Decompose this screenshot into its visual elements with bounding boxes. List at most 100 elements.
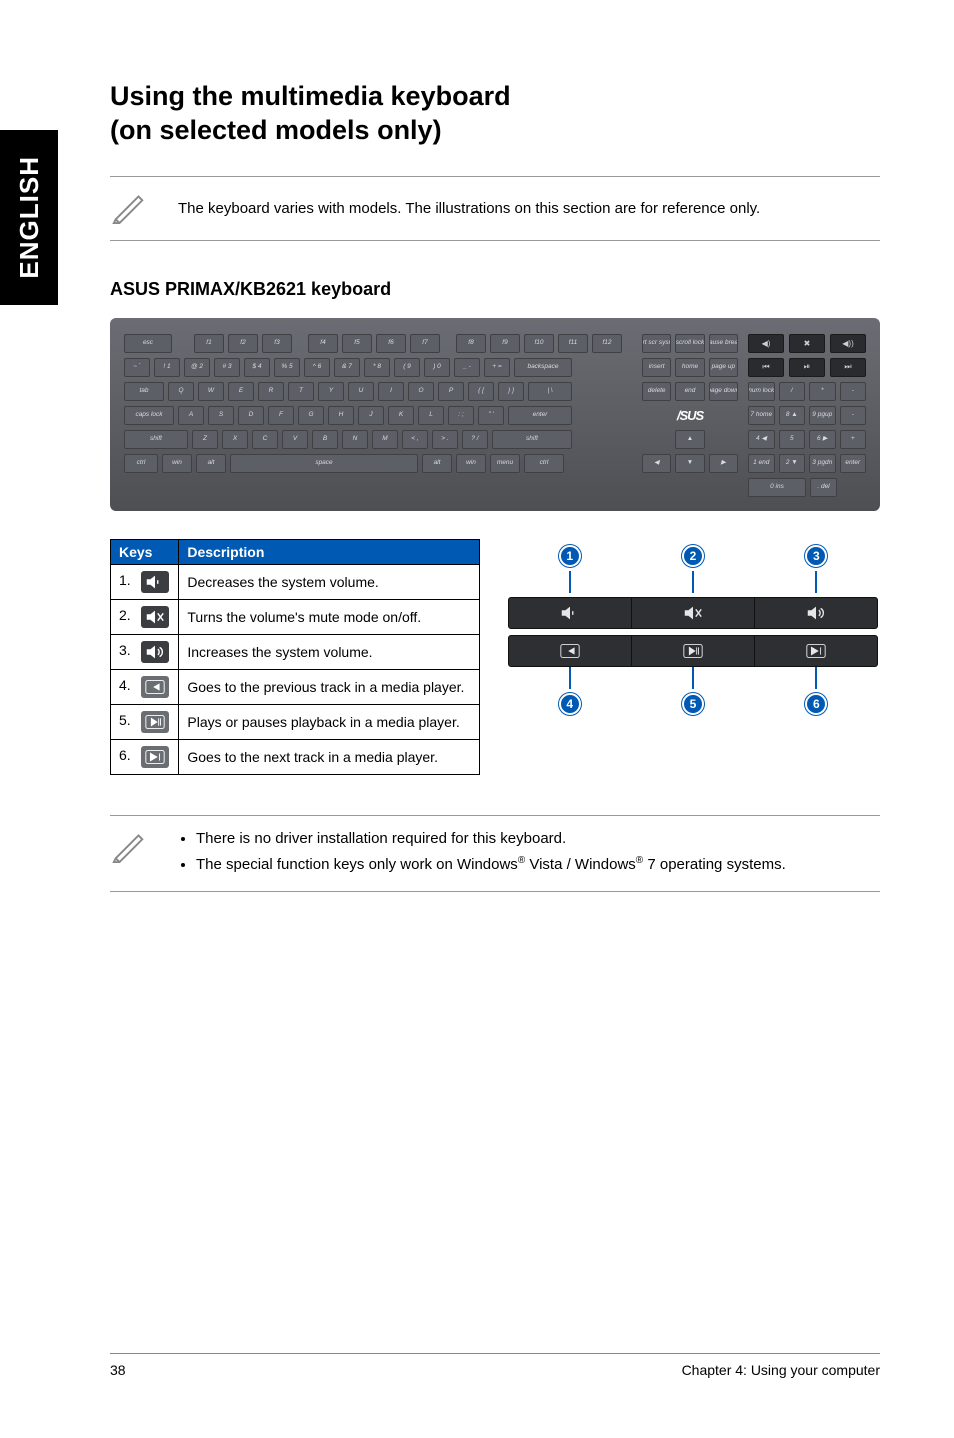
key-alt: alt: [422, 454, 452, 473]
key--: < ,: [402, 430, 428, 449]
desc-cell: Turns the volume's mute mode on/off.: [179, 599, 480, 634]
key--: ◀: [642, 454, 671, 473]
key-o: O: [408, 382, 434, 401]
callout-2: 2: [682, 545, 704, 567]
key-i: I: [378, 382, 404, 401]
kb-nav-block: prt scr sysrqscroll lockpause break inse…: [642, 334, 738, 497]
key--9: ( 9: [394, 358, 420, 377]
key--7: & 7: [334, 358, 360, 377]
key-6-: 6 ▶: [809, 430, 836, 449]
key--del: . del: [810, 478, 837, 497]
key-f2: f2: [228, 334, 258, 353]
callout-6: 6: [805, 693, 827, 715]
desc-cell: Goes to the previous track in a media pl…: [179, 669, 480, 704]
note-text-1: The keyboard varies with models. The ill…: [178, 200, 880, 217]
key-f7: f7: [410, 334, 440, 353]
note-item-a: There is no driver installation required…: [196, 830, 786, 847]
key-f3: f3: [262, 334, 292, 353]
key-y: Y: [318, 382, 344, 401]
desc-cell: Decreases the system volume.: [179, 564, 480, 599]
pen-icon: [110, 826, 148, 881]
key--: ▶: [709, 454, 738, 473]
key--: } ]: [498, 382, 524, 401]
key--: ▼: [675, 454, 704, 473]
media-key: ◀)): [830, 334, 866, 353]
table-row: 2. Turns the volume's mute mode on/off.: [111, 599, 480, 634]
key-f9: f9: [490, 334, 520, 353]
table-row: 1. Decreases the system volume.: [111, 564, 480, 599]
callout-1: 1: [559, 545, 581, 567]
table-row: 5. Plays or pauses playback in a media p…: [111, 704, 480, 739]
key-8-: 8 ▲: [779, 406, 806, 425]
key-9-pgup: 9 pgup: [809, 406, 836, 425]
keys-table: Keys Description 1. Decreases the system…: [110, 539, 480, 775]
mute-icon: [632, 598, 755, 628]
pen-icon: [110, 187, 148, 230]
notes-list: There is no driver installation required…: [178, 826, 786, 881]
key-s: S: [208, 406, 234, 425]
key--: ? /: [462, 430, 488, 449]
chapter-label: Chapter 4: Using your computer: [682, 1362, 880, 1378]
key-p: P: [438, 382, 464, 401]
key-insert: insert: [642, 358, 671, 377]
vol-down-icon: [141, 571, 169, 593]
key-ctrl: ctrl: [524, 454, 564, 473]
key-3-pgdn: 3 pgdn: [809, 454, 836, 473]
callout-5: 5: [682, 693, 704, 715]
key-caps-lock: caps lock: [124, 406, 174, 425]
key-h: H: [328, 406, 354, 425]
key-page-up: page up: [709, 358, 738, 377]
key-home: home: [675, 358, 704, 377]
next-icon: [755, 636, 877, 666]
key-tab: tab: [124, 382, 164, 401]
key-l: L: [418, 406, 444, 425]
title-line-2: (on selected models only): [110, 115, 442, 145]
page-title: Using the multimedia keyboard (on select…: [110, 80, 880, 148]
key--1: ! 1: [154, 358, 180, 377]
vol-up-icon: [141, 641, 169, 663]
key-d: D: [238, 406, 264, 425]
key-r: R: [258, 382, 284, 401]
page-footer: 38 Chapter 4: Using your computer: [110, 1353, 880, 1378]
key-q: Q: [168, 382, 194, 401]
key--5: % 5: [274, 358, 300, 377]
key-f: F: [268, 406, 294, 425]
key-0-ins: 0 ins: [748, 478, 806, 497]
keys-info-row: Keys Description 1. Decreases the system…: [110, 539, 880, 775]
key-m: M: [372, 430, 398, 449]
key-prt-scr-sysrq: prt scr sysrq: [642, 334, 671, 353]
key-u: U: [348, 382, 374, 401]
callout-3: 3: [805, 545, 827, 567]
key--: + =: [484, 358, 510, 377]
table-row: 6. Goes to the next track in a media pla…: [111, 739, 480, 774]
desc-cell: Goes to the next track in a media player…: [179, 739, 480, 774]
kb-main-block: escf1f2f3f4f5f6f7f8f9f10f11f12 ~ `! 1@ 2…: [124, 334, 632, 497]
key--6: ^ 6: [304, 358, 330, 377]
key-f5: f5: [342, 334, 372, 353]
media-key: ⏮: [748, 358, 784, 377]
key--: -: [840, 382, 867, 401]
kb-numpad-block: ◀)✖◀)) ⏮⏯⏭ num lock/*- 7 home8 ▲9 pgup- …: [748, 334, 866, 497]
next-icon: [141, 746, 169, 768]
vol-up-icon: [755, 598, 877, 628]
key-cell: 3.: [111, 634, 179, 669]
key-win: win: [162, 454, 192, 473]
key-f12: f12: [592, 334, 622, 353]
media-key: ✖: [789, 334, 825, 353]
key-g: G: [298, 406, 324, 425]
key-5: 5: [779, 430, 806, 449]
title-line-1: Using the multimedia keyboard: [110, 81, 511, 111]
key-f8: f8: [456, 334, 486, 353]
key-a: A: [178, 406, 204, 425]
key-pause-break: pause break: [709, 334, 738, 353]
key--8: * 8: [364, 358, 390, 377]
key--4: $ 4: [244, 358, 270, 377]
key--: ▲: [675, 430, 705, 449]
page-number: 38: [110, 1362, 126, 1378]
key-backspace: backspace: [514, 358, 572, 377]
language-tab: ENGLISH: [0, 130, 58, 305]
key-k: K: [388, 406, 414, 425]
key-delete: delete: [642, 382, 671, 401]
language-tab-label: ENGLISH: [14, 156, 45, 279]
page-content: Using the multimedia keyboard (on select…: [110, 80, 880, 892]
